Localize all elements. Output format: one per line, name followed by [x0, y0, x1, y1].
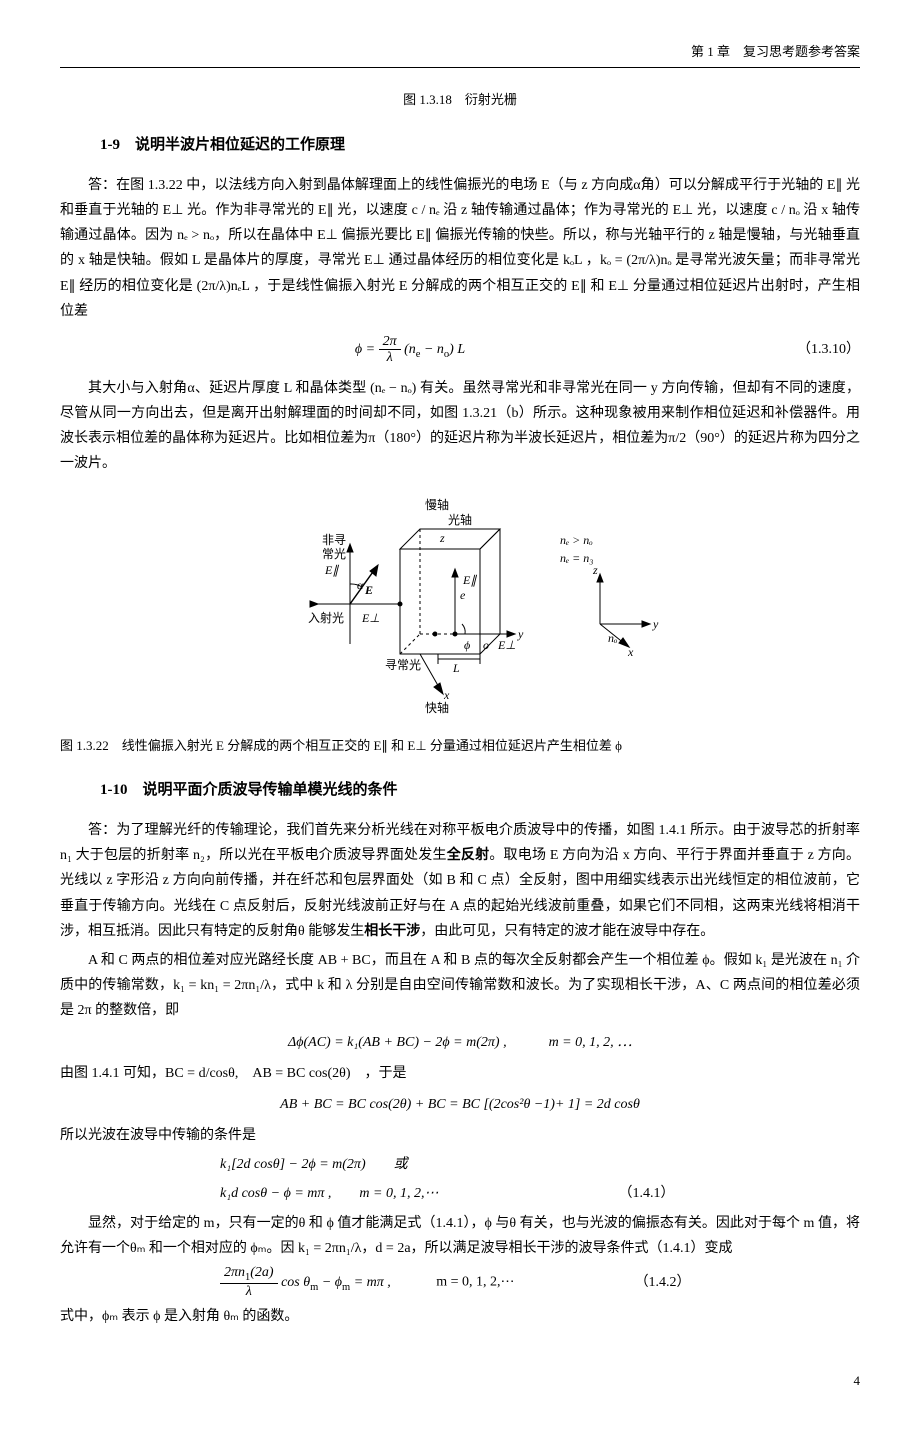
- sec110-p3: 由图 1.4.1 可知，BC = d/cosθ, AB = BC cos(2θ)…: [60, 1061, 860, 1086]
- section-1-9-title: 1-9 说明半波片相位延迟的工作原理: [100, 132, 860, 159]
- svg-text:y: y: [652, 617, 659, 631]
- svg-text:常光: 常光: [322, 547, 346, 561]
- fig-1322-caption: 图 1.3.22 线性偏振入射光 E 分解成的两个相互正交的 E∥ 和 E⊥ 分…: [60, 734, 860, 757]
- svg-text:非寻: 非寻: [322, 533, 346, 547]
- eq-delta-phi: Δϕ(AC) = k₁(AB + BC) − 2ϕ = m(2π) , m = …: [60, 1030, 860, 1055]
- svg-text:nₑ = n₃: nₑ = n₃: [560, 551, 593, 565]
- svg-text:nₑ > nₒ: nₑ > nₒ: [560, 533, 593, 547]
- eq-142: 2πn1(2a)λ cos θm − ϕm = mπ , m = 0, 1, 2…: [220, 1265, 860, 1300]
- fig-1318-caption: 图 1.3.18 衍射光栅: [60, 88, 860, 111]
- sec19-p1: 答：在图 1.3.22 中，以法线方向入射到晶体解理面上的线性偏振光的电场 E（…: [60, 173, 860, 324]
- figure-1-3-22-diagram: 慢轴 光轴 z 非寻 常光 E∥ E α 入射光 E⊥ 寻常光 L ϕ o E⊥…: [60, 494, 860, 723]
- section-1-10-title: 1-10 说明平面介质波导传输单模光线的条件: [100, 777, 860, 804]
- svg-text:z: z: [439, 531, 445, 545]
- sec110-p5: 显然，对于给定的 m，只有一定的θ 和 ϕ 值才能满足式（1.4.1），ϕ 与θ…: [60, 1211, 860, 1261]
- sec110-p2: A 和 C 两点的相位差对应光路经长度 AB + BC，而且在 A 和 B 点的…: [60, 948, 860, 1024]
- sec110-p6: 式中，ϕₘ 表示 ϕ 是入射角 θₘ 的函数。: [60, 1304, 860, 1329]
- svg-text:α: α: [357, 578, 364, 592]
- eq-141b: k₁d cosθ − ϕ = mπ , m = 0, 1, 2,⋯ （1.4.1…: [220, 1181, 860, 1206]
- page-number: 4: [60, 1369, 860, 1392]
- svg-text:E⊥: E⊥: [361, 611, 380, 625]
- svg-text:寻常光: 寻常光: [385, 658, 421, 672]
- svg-text:E⊥: E⊥: [497, 638, 516, 652]
- svg-text:快轴: 快轴: [425, 700, 449, 714]
- svg-text:y: y: [517, 627, 524, 641]
- sec110-p4: 所以光波在波导中传输的条件是: [60, 1123, 860, 1148]
- svg-text:ϕ: ϕ: [464, 638, 470, 652]
- eq-141a: k₁[2d cosθ] − 2ϕ = m(2π) 或: [220, 1152, 860, 1177]
- svg-text:E∥: E∥: [462, 573, 477, 587]
- eq-abbc: AB + BC = BC cos(2θ) + BC = BC [(2cos²θ …: [60, 1092, 860, 1117]
- eqnum-1310: （1.3.10）: [760, 337, 860, 362]
- svg-text:入射光: 入射光: [308, 610, 344, 625]
- svg-text:x: x: [627, 645, 634, 659]
- svg-text:x: x: [443, 688, 450, 702]
- svg-text:o: o: [483, 638, 489, 652]
- equation-1-3-10: ϕ = 2πλ (ne − no) L （1.3.10）: [60, 334, 860, 366]
- svg-text:nₒ: nₒ: [608, 631, 618, 645]
- svg-text:光轴: 光轴: [448, 512, 472, 527]
- sec19-p2: 其大小与入射角α、延迟片厚度 L 和晶体类型 (nₑ − nₒ) 有关。虽然寻常…: [60, 376, 860, 477]
- svg-text:E∥: E∥: [324, 563, 339, 577]
- page-header: 第 1 章 复习思考题参考答案: [60, 40, 860, 68]
- svg-text:慢轴: 慢轴: [425, 497, 449, 512]
- svg-text:z: z: [592, 563, 598, 577]
- svg-text:L: L: [452, 661, 460, 675]
- svg-text:E: E: [364, 583, 373, 597]
- svg-text:e: e: [460, 588, 466, 602]
- sec110-p1: 答：为了理解光纤的传输理论，我们首先来分析光线在对称平板电介质波导中的传播，如图…: [60, 818, 860, 944]
